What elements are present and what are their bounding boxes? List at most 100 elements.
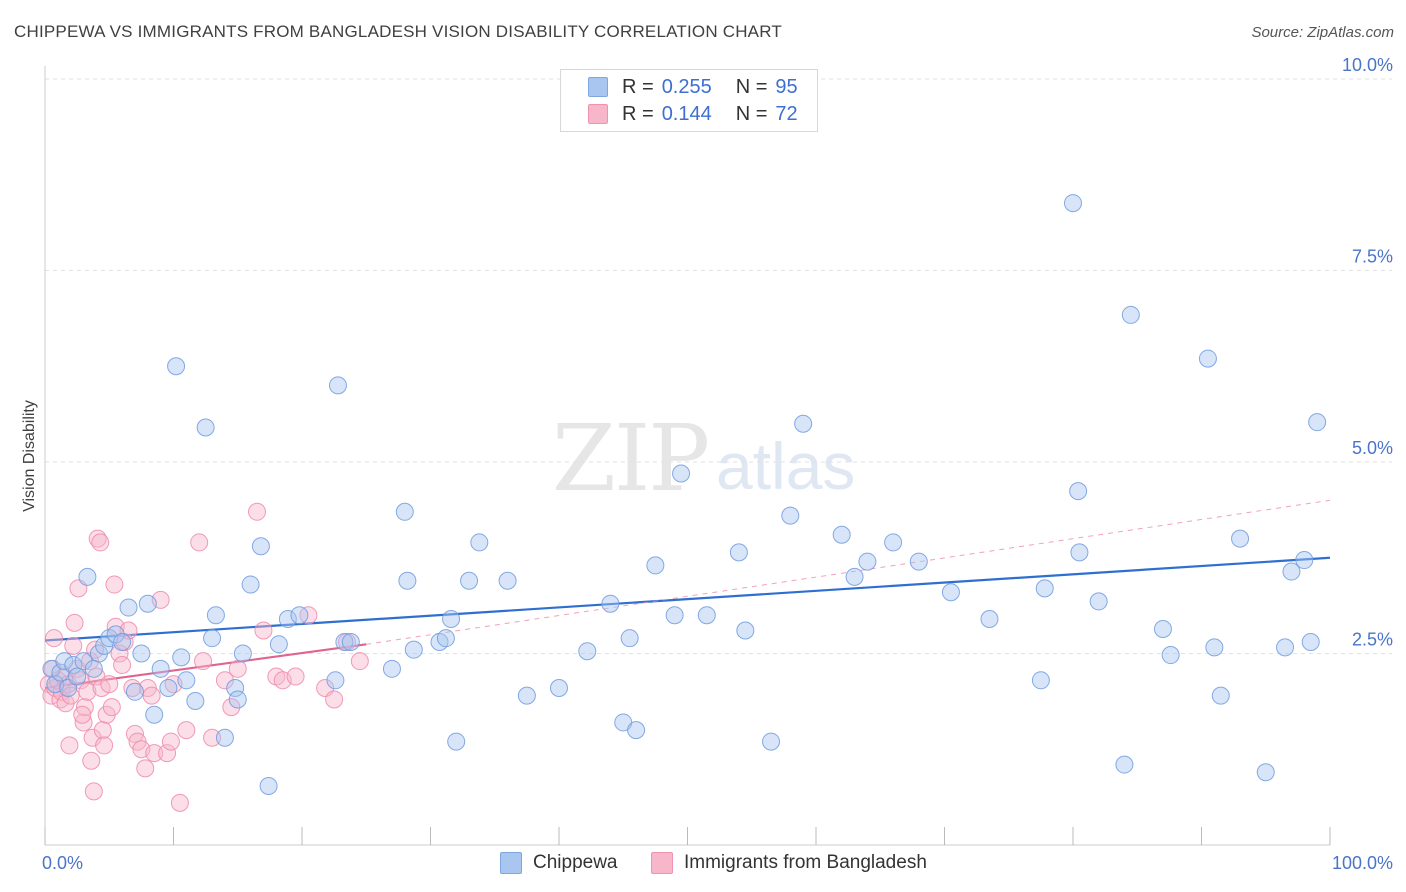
chippewa-point — [672, 464, 691, 483]
y-tick-label: 2.5% — [1352, 630, 1393, 650]
bangladesh-point — [78, 682, 97, 701]
bangladesh-point — [248, 502, 267, 521]
chippewa-point — [290, 606, 309, 625]
trend-extension-1 — [366, 499, 1331, 645]
chippewa-point — [470, 533, 489, 552]
bangladesh-point — [73, 705, 92, 724]
chippewa-point — [132, 644, 151, 663]
legend-n-label: N = — [735, 102, 768, 125]
chippewa-point — [1308, 413, 1327, 432]
chippewa-point — [138, 594, 157, 613]
bangladesh-point — [325, 690, 344, 709]
bangladesh-point — [95, 736, 114, 755]
legend-label-bangladesh: Immigrants from Bangladesh — [684, 852, 927, 873]
y-tick-label: 10.0% — [1342, 55, 1393, 75]
chippewa-point — [447, 732, 466, 751]
bangladesh-point — [177, 721, 196, 740]
source-label: Source: ZipAtlas.com — [1251, 24, 1394, 41]
bangladesh-point — [142, 686, 161, 705]
chippewa-point — [460, 571, 479, 590]
chippewa-point — [215, 728, 234, 747]
bangladesh-point — [254, 621, 273, 640]
x-tick-label-start: 0.0% — [42, 853, 83, 873]
legend-n-label: N = — [735, 75, 768, 98]
y-axis-label: Vision Disability — [21, 400, 38, 512]
chippewa-point — [1256, 763, 1275, 782]
chippewa-point — [326, 671, 345, 690]
chippewa-point — [55, 652, 74, 671]
chippewa-point — [909, 552, 928, 571]
chippewa-point — [167, 357, 186, 376]
chippewa-point — [119, 598, 138, 617]
bangladesh-point — [44, 629, 63, 648]
chippewa-point — [172, 648, 191, 667]
legend-item-chippewa[interactable]: Chippewa — [500, 852, 618, 874]
chippewa-point — [845, 567, 864, 586]
chippewa-point — [341, 633, 360, 652]
chippewa-point — [1301, 633, 1320, 652]
chippewa-point — [125, 682, 144, 701]
bangladesh-point — [170, 793, 189, 812]
chippewa-point — [729, 543, 748, 562]
bangladesh-point — [194, 652, 213, 671]
legend-n-value: 72 — [775, 102, 798, 125]
chippewa-point — [781, 506, 800, 525]
chippewa-point — [241, 575, 260, 594]
chippewa-point — [68, 667, 87, 686]
bangladesh-point — [102, 698, 121, 717]
chippewa-point — [145, 705, 164, 724]
legend-item-bangladesh[interactable]: Immigrants from Bangladesh — [651, 852, 927, 874]
bangladesh-point — [145, 744, 164, 763]
data-points — [39, 194, 1327, 812]
chippewa-point — [335, 633, 354, 652]
bangladesh-point — [350, 652, 369, 671]
chippewa-point — [762, 732, 781, 751]
chippewa-point — [736, 621, 755, 640]
bangladesh-point — [82, 751, 101, 770]
chippewa-point — [442, 610, 461, 629]
chippewa-point — [395, 502, 414, 521]
bangladesh-point — [110, 644, 129, 663]
chippewa-point — [1295, 551, 1314, 570]
chippewa-point — [106, 625, 125, 644]
legend-swatch-chippewa — [588, 77, 608, 97]
chippewa-point — [177, 671, 196, 690]
bangladesh-point — [228, 659, 247, 678]
legend-r-value: 0.144 — [661, 102, 712, 125]
legend-row-bangladesh: R = 0.144 N = 72 — [561, 101, 798, 127]
chippewa-point — [84, 659, 103, 678]
tick-labels: 2.5% 5.0% 7.5% 10.0% 0.0% 100.0% — [42, 55, 1393, 873]
bangladesh-point — [158, 744, 177, 763]
bangladesh-point — [105, 575, 124, 594]
bangladesh-point — [113, 655, 132, 674]
chippewa-point — [665, 606, 684, 625]
trend-lines — [44, 499, 1331, 690]
chippewa-point — [1198, 349, 1217, 368]
bangladesh-point — [93, 721, 112, 740]
legend-swatch-bangladesh — [588, 104, 608, 124]
trend-line-1 — [44, 643, 367, 690]
y-tick-label: 7.5% — [1352, 247, 1393, 267]
chippewa-point — [550, 678, 568, 697]
chippewa-point — [233, 644, 252, 663]
bangladesh-point — [203, 728, 222, 747]
chippewa-point — [1276, 638, 1295, 657]
chippewa-point — [941, 583, 960, 602]
trend-line-0 — [44, 556, 1331, 642]
bangladesh-point — [91, 533, 110, 552]
chippewa-point — [74, 652, 93, 671]
chippewa-point — [980, 610, 999, 629]
chippewa-point — [78, 567, 97, 586]
chippewa-point — [151, 659, 170, 678]
chippewa-point — [159, 678, 178, 697]
chippewa-point — [1089, 592, 1108, 611]
chippewa-point — [278, 610, 297, 629]
bangladesh-point — [161, 732, 180, 751]
chippewa-point — [498, 571, 517, 590]
legend-n-value: 95 — [775, 75, 798, 98]
chippewa-point — [646, 556, 665, 575]
chippewa-point — [251, 537, 270, 556]
bangladesh-point — [74, 713, 93, 732]
legend-label-chippewa: Chippewa — [533, 852, 618, 873]
